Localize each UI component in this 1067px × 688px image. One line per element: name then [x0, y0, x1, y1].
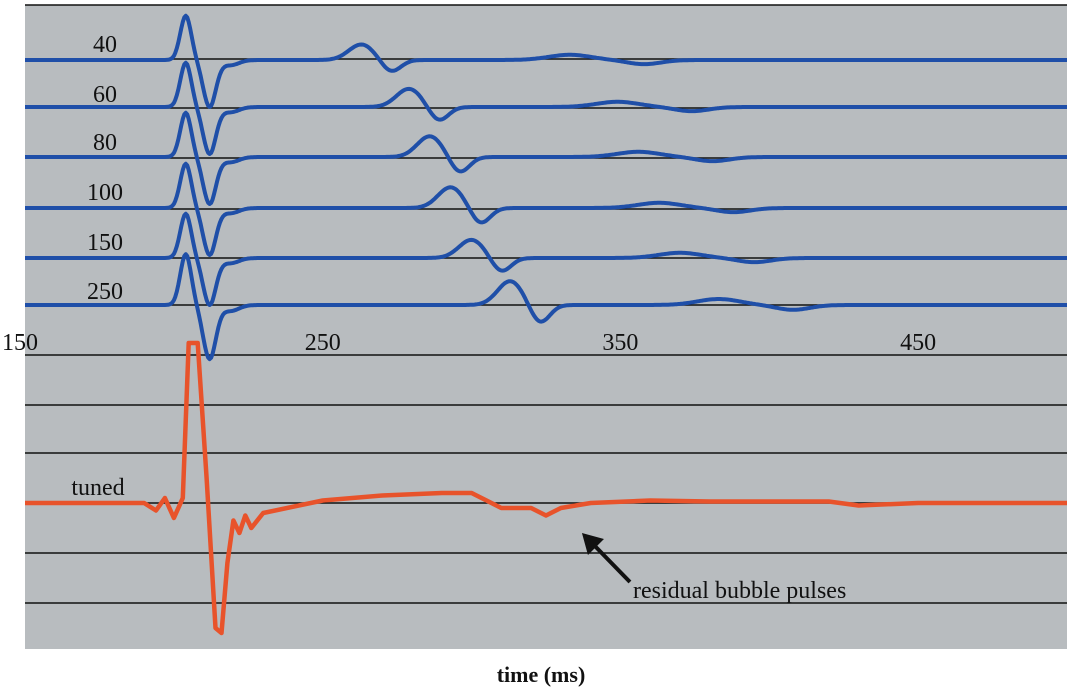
annotation-text: residual bubble pulses — [633, 578, 846, 604]
trace-line-150 — [24, 211, 1067, 307]
trace-label-40: 40 — [93, 32, 117, 58]
trace-line-80 — [24, 110, 1067, 206]
annotation-arrow-shaft — [590, 541, 632, 584]
tuned-label: tuned — [71, 475, 124, 501]
x-axis-label: time (ms) — [497, 662, 586, 687]
tuned-trace: tuned — [25, 340, 1067, 636]
trace-line-100 — [24, 161, 1067, 257]
trace-line-40 — [24, 13, 1067, 109]
x-tick-150: 150 — [2, 330, 38, 356]
trace-labels: 40 60 80 100 150 250 — [87, 32, 123, 305]
trace-label-80: 80 — [93, 130, 117, 156]
x-tick-350: 350 — [602, 330, 638, 356]
x-tick-labels: 150 250 350 450 — [2, 330, 936, 356]
trace-label-100: 100 — [87, 180, 123, 206]
airgun-traces — [24, 13, 1067, 362]
trace-label-150: 150 — [87, 230, 123, 256]
x-tick-450: 450 — [900, 330, 936, 356]
trace-label-60: 60 — [93, 82, 117, 108]
trace-label-250: 250 — [87, 279, 123, 305]
annotation-arrowhead — [581, 533, 604, 555]
x-tick-250: 250 — [305, 330, 341, 356]
annotations: residual bubble pulses — [581, 533, 846, 604]
trace-line-250 — [24, 252, 1067, 362]
tuned-line — [25, 340, 1067, 636]
trace-line-60 — [24, 60, 1067, 156]
